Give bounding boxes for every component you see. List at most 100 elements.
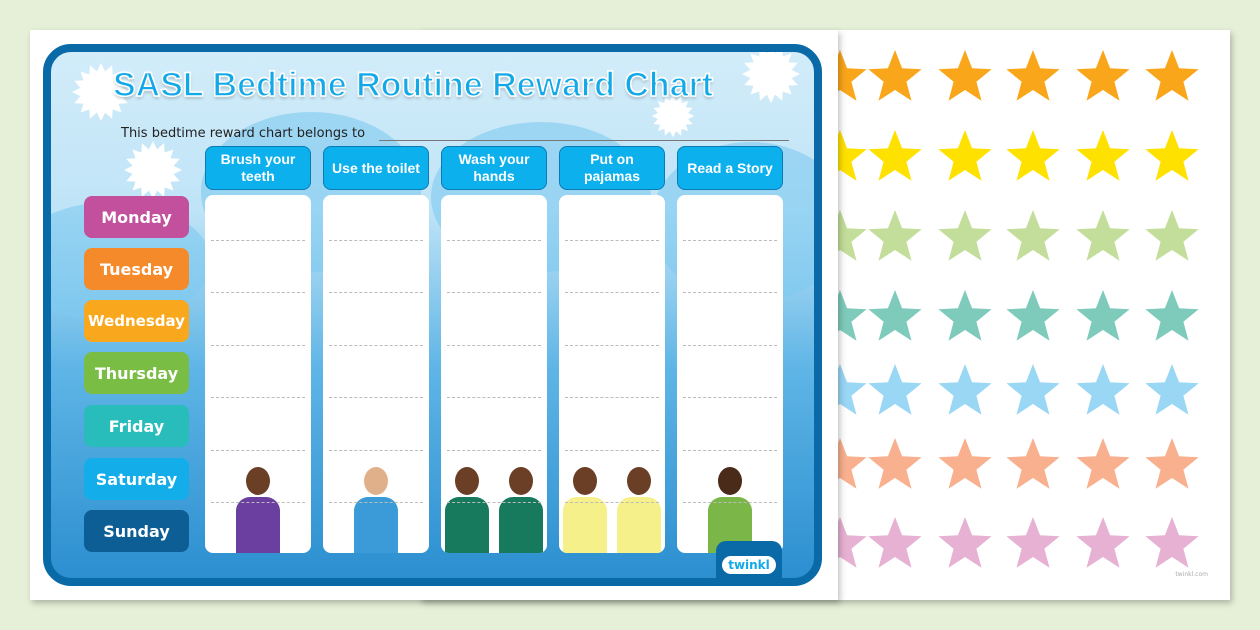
name-input-line[interactable]	[379, 140, 789, 141]
row-divider	[683, 397, 777, 398]
star-sticker-icon	[868, 517, 922, 568]
day-label-tuesday: Tuesday	[84, 248, 189, 290]
star-sticker-icon	[813, 50, 867, 101]
star-sticker-icon	[1006, 210, 1060, 261]
star-sticker-icon	[1076, 517, 1130, 568]
star-sticker-icon	[938, 290, 992, 341]
task-header: Wash your hands	[441, 146, 547, 190]
sparkle-icon	[651, 94, 695, 138]
reward-chart-sheet: SASL Bedtime Routine Reward Chart This b…	[30, 30, 838, 600]
day-label-monday: Monday	[84, 196, 189, 238]
row-divider	[683, 292, 777, 293]
task-column[interactable]	[441, 195, 547, 553]
star-sticker-icon	[1076, 364, 1130, 415]
child-signing-illustration	[704, 465, 756, 553]
row-divider	[447, 344, 541, 346]
task-header: Use the toilet	[323, 146, 429, 190]
row-divider	[329, 239, 423, 241]
row-divider	[447, 449, 541, 451]
star-sticker-icon	[1145, 438, 1199, 489]
task-column[interactable]	[205, 195, 311, 553]
task-column[interactable]	[677, 195, 783, 553]
task-column[interactable]	[323, 195, 429, 553]
star-sticker-icon	[1145, 50, 1199, 101]
belongs-to-label: This bedtime reward chart belongs to	[121, 126, 366, 141]
star-sticker-icon	[1006, 50, 1060, 101]
star-sticker-icon	[813, 364, 867, 415]
child-signing-illustration	[232, 465, 284, 553]
task-header: Put on pajamas	[559, 146, 665, 190]
twinkl-logo: twinkl	[716, 541, 782, 578]
star-sticker-icon	[1076, 290, 1130, 341]
row-divider	[447, 502, 541, 503]
star-sticker-icon	[868, 130, 922, 181]
task-header: Read a Story	[677, 146, 783, 190]
row-divider	[683, 502, 777, 503]
row-divider	[329, 502, 423, 503]
page-title: SASL Bedtime Routine Reward Chart	[112, 65, 714, 105]
task-header: Brush your teeth	[205, 146, 311, 190]
row-divider	[211, 502, 305, 503]
day-label-saturday: Saturday	[84, 458, 189, 500]
star-sticker-icon	[938, 130, 992, 181]
child-signing-illustration	[613, 465, 665, 553]
row-divider	[211, 449, 305, 451]
star-sticker-icon	[868, 364, 922, 415]
star-sticker-icon	[1006, 517, 1060, 568]
star-sticker-icon	[938, 438, 992, 489]
row-divider	[329, 397, 423, 398]
star-sticker-icon	[1145, 130, 1199, 181]
star-sticker-icon	[938, 517, 992, 568]
row-divider	[565, 239, 659, 241]
sparkle-icon	[124, 141, 182, 199]
row-divider	[211, 344, 305, 346]
star-sticker-icon	[1076, 210, 1130, 261]
star-sticker-icon	[1145, 290, 1199, 341]
day-label-sunday: Sunday	[84, 510, 189, 552]
day-label-wednesday: Wednesday	[84, 300, 189, 342]
row-divider	[329, 344, 423, 346]
star-sticker-icon	[813, 130, 867, 181]
star-sticker-icon	[868, 438, 922, 489]
star-sticker-icon	[1076, 50, 1130, 101]
row-divider	[447, 397, 541, 398]
row-divider	[683, 344, 777, 346]
sparkle-icon	[742, 52, 800, 103]
chart-frame: SASL Bedtime Routine Reward Chart This b…	[43, 44, 822, 586]
child-signing-illustration	[495, 465, 547, 553]
row-divider	[211, 397, 305, 398]
sparkle-icon	[72, 63, 130, 121]
star-sticker-icon	[938, 210, 992, 261]
row-divider	[565, 344, 659, 346]
star-sticker-icon	[1006, 130, 1060, 181]
star-sticker-icon	[1076, 438, 1130, 489]
star-sticker-icon	[938, 50, 992, 101]
row-divider	[683, 239, 777, 241]
task-column[interactable]	[559, 195, 665, 553]
star-sticker-icon	[1006, 438, 1060, 489]
child-signing-illustration	[441, 465, 493, 553]
row-divider	[565, 449, 659, 451]
star-sticker-icon	[813, 438, 867, 489]
row-divider	[211, 239, 305, 241]
star-sticker-icon	[868, 50, 922, 101]
star-sticker-icon	[938, 364, 992, 415]
child-signing-illustration	[350, 465, 402, 553]
row-divider	[329, 449, 423, 451]
row-divider	[447, 292, 541, 293]
row-divider	[211, 292, 305, 293]
star-sticker-icon	[1006, 364, 1060, 415]
star-sticker-icon	[868, 210, 922, 261]
row-divider	[447, 239, 541, 241]
star-sticker-icon	[1006, 290, 1060, 341]
day-label-friday: Friday	[84, 405, 189, 447]
star-sticker-icon	[868, 290, 922, 341]
row-divider	[683, 449, 777, 451]
row-divider	[565, 397, 659, 398]
star-sticker-icon	[1076, 130, 1130, 181]
star-sticker-icon	[1145, 517, 1199, 568]
star-sticker-icon	[1145, 210, 1199, 261]
star-sticker-icon	[813, 290, 867, 341]
child-signing-illustration	[559, 465, 611, 553]
watermark: twinkl.com	[1175, 571, 1208, 578]
